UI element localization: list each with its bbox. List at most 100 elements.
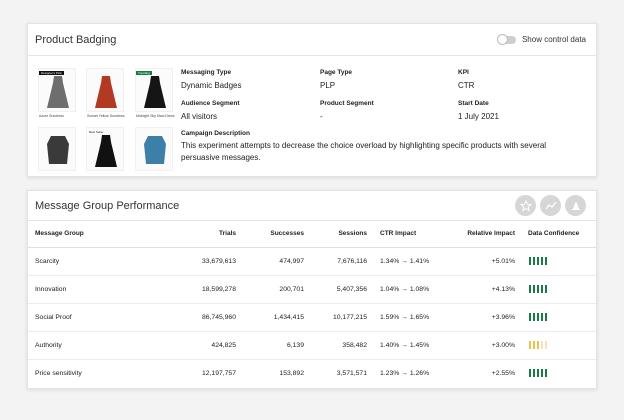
show-control-label[interactable]: Show control data <box>521 35 586 44</box>
col-successes[interactable]: Successes <box>242 221 310 248</box>
confidence-bar <box>532 341 536 349</box>
confidence-bars <box>529 313 547 321</box>
confidence-bars <box>529 257 547 265</box>
successes-cell: 6,139 <box>242 331 310 360</box>
kpi-field: KPI CTR <box>458 69 474 90</box>
confidence-bar <box>529 369 532 378</box>
message-group-cell: Scarcity <box>28 247 158 276</box>
confidence-bar <box>529 341 532 349</box>
col-message-group[interactable]: Message Group <box>28 221 158 248</box>
confidence-bar <box>532 313 536 321</box>
dress-icon <box>95 76 117 108</box>
table-row[interactable]: Innovation 18,599,278 200,701 5,407,356 1.04… <box>28 275 596 304</box>
page-type-value: PLP <box>320 81 336 90</box>
table-row[interactable]: Scarcity 33,679,613 474,997 7,676,116 1.34% … <box>28 247 596 276</box>
col-data-confidence[interactable]: Data Confidence <box>521 221 596 248</box>
page-type-label: Page Type <box>320 69 353 76</box>
confidence-bar <box>544 369 547 378</box>
message-group-cell: Social Proof <box>28 303 158 332</box>
messaging-type-value: Dynamic Badges <box>181 81 242 90</box>
sessions-cell: 358,482 <box>310 331 373 360</box>
confidence-bars <box>529 285 547 293</box>
product-thumbnail: Sunset Yellow Sundress <box>86 68 125 118</box>
kpi-value: CTR <box>458 81 475 90</box>
col-relative-impact[interactable]: Relative Impact <box>451 221 521 248</box>
ctr-impact-cell: 1.40% → 1.45% <box>373 331 451 360</box>
data-confidence-cell <box>521 303 596 332</box>
show-control-toggle[interactable] <box>496 33 516 45</box>
ctr-impact-cell: 1.34% → 1.41% <box>373 247 451 276</box>
relative-impact-cell: +3.96% <box>451 303 521 332</box>
start-date-label: Start Date <box>458 100 489 107</box>
confidence-bar <box>536 313 540 321</box>
product-badge: Best Seller <box>87 130 106 134</box>
successes-cell: 474,997 <box>242 247 310 276</box>
trend-icon[interactable] <box>540 195 561 216</box>
sessions-cell: 10,177,215 <box>310 303 373 332</box>
confidence-bar <box>540 341 544 349</box>
product-thumbnail: Trending Midnight Sky Maxi Dress <box>135 68 175 118</box>
confidence-bar <box>540 313 544 321</box>
audience-segment-value: All visitors <box>181 112 218 121</box>
audience-segment-field: Audience Segment All visitors <box>181 100 240 121</box>
trials-cell: 424,825 <box>158 331 242 360</box>
start-date-value: 1 July 2021 <box>458 112 499 121</box>
relative-impact-cell: +5.01% <box>451 247 521 276</box>
toggle-knob[interactable] <box>496 33 508 45</box>
performance-table: Message Group Trials Successes Sessions … <box>28 221 596 387</box>
ctr-impact-cell: 1.04% → 1.08% <box>373 275 451 304</box>
product-thumbnail: Designer's Pick Azure Sundress <box>38 68 76 118</box>
table-row[interactable]: Social Proof 86,745,960 1,434,415 10,177,21… <box>28 303 596 332</box>
product-caption: Sunset Yellow Sundress <box>87 114 125 118</box>
product-thumbnail <box>135 127 173 171</box>
message-group-performance-card: Message Group Performance Message Group … <box>27 190 597 389</box>
sessions-cell: 5,407,356 <box>310 275 373 304</box>
message-group-cell: Innovation <box>28 275 158 304</box>
dress-icon <box>47 76 69 108</box>
product-badge: Trending <box>136 71 152 75</box>
message-group-cell: Price sensitivity <box>35 369 82 377</box>
confidence-bar <box>540 257 544 265</box>
product-caption: Azure Sundress <box>39 114 64 118</box>
product-segment-field: Product Segment - <box>320 100 374 121</box>
confidence-bar <box>544 257 547 265</box>
message-group-cell: Authority <box>28 331 158 360</box>
confidence-bars <box>529 341 547 349</box>
dress-icon <box>95 135 117 167</box>
trials-cell: 33,679,613 <box>158 247 242 276</box>
product-badge: Designer's Pick <box>39 71 64 75</box>
trials-cell: 18,599,278 <box>158 275 242 304</box>
relative-impact-cell: +3.00% <box>451 331 521 360</box>
confidence-bar <box>536 369 540 378</box>
performance-header: Message Group Performance <box>28 191 596 221</box>
col-trials[interactable]: Trials <box>158 221 242 248</box>
data-confidence-cell <box>521 359 596 387</box>
confidence-bar <box>529 313 532 321</box>
col-ctr-impact[interactable]: CTR Impact <box>373 221 451 248</box>
table-header-row: Message Group Trials Successes Sessions … <box>28 221 596 248</box>
confidence-bar <box>544 313 547 321</box>
successes-cell: 200,701 <box>242 275 310 304</box>
show-control-toggle-wrap[interactable]: Show control data <box>496 33 586 45</box>
campaign-description-value: This experiment attempts to decrease the… <box>181 141 547 162</box>
product-thumbnail-grid: Designer's Pick Azure Sundress Sunset Yell… <box>38 68 175 178</box>
data-confidence-cell <box>521 275 596 304</box>
trials-cell: 12,197,757 <box>201 369 236 377</box>
bell-curve-icon[interactable] <box>565 195 586 216</box>
confidence-bar <box>540 369 544 378</box>
product-thumbnail: Best Seller <box>86 127 124 171</box>
table-row[interactable]: Authority 424,825 6,139 358,482 1.40% → 1.45… <box>28 331 596 360</box>
sessions-cell: 7,676,116 <box>310 247 373 276</box>
col-sessions[interactable]: Sessions <box>310 221 373 248</box>
audience-segment-label: Audience Segment <box>181 100 240 107</box>
confidence-bar <box>536 257 540 265</box>
table-row[interactable]: Price sensitivity 12,197,757 153,892 3,571,… <box>28 359 596 387</box>
messaging-type-label: Messaging Type <box>181 69 232 76</box>
confidence-bar <box>532 285 536 293</box>
dress-icon <box>144 76 166 108</box>
dress-icon <box>144 136 166 164</box>
confidence-bar <box>536 285 540 293</box>
badge-icon[interactable] <box>515 195 536 216</box>
confidence-bar <box>529 285 532 293</box>
product-caption: Midnight Sky Maxi Dress <box>136 114 175 118</box>
